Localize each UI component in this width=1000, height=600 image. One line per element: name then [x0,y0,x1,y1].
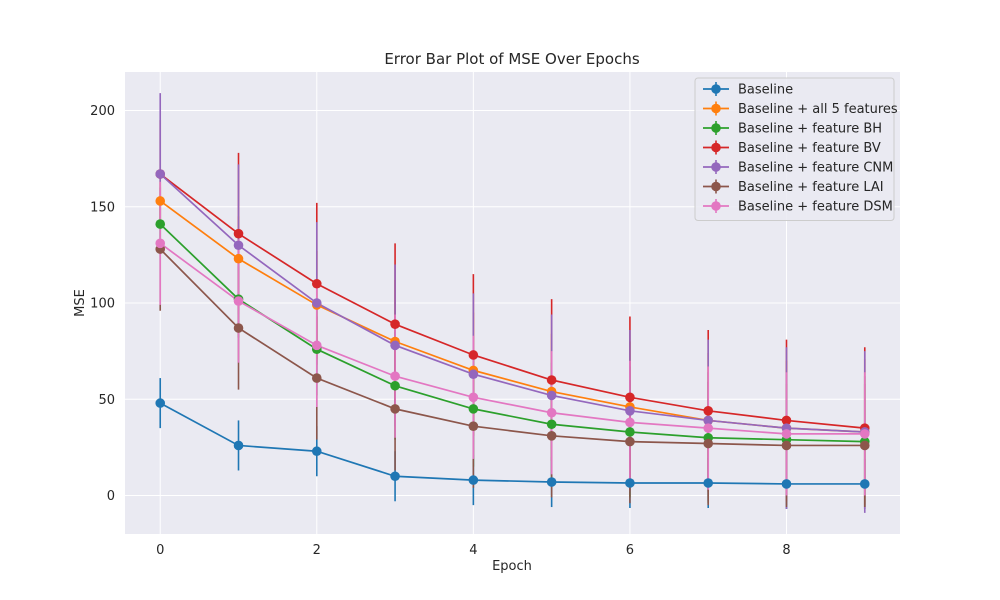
legend-entry: Baseline + feature CNM [738,161,893,176]
data-point [233,440,244,451]
y-tick-label: 0 [107,489,115,504]
data-point [390,380,400,391]
data-point [155,196,166,206]
data-point [625,427,635,437]
y-tick-label: 100 [90,297,115,312]
legend-marker [711,162,721,172]
data-point [311,373,322,383]
series-line [159,242,865,435]
data-point [233,323,244,333]
data-point [311,446,322,457]
data-point [546,407,557,418]
data-point [311,278,322,289]
data-point [468,421,479,432]
data-point [781,415,792,426]
data-point [781,440,792,451]
legend-marker [711,181,721,192]
legend-marker [711,201,721,211]
data-point [468,350,479,360]
series-lines [159,173,865,485]
legend-entry: Baseline + feature BV [738,141,881,156]
legend-entry: Baseline + feature BH [738,122,882,137]
data-point [625,406,635,416]
legend-marker [711,142,721,153]
x-tick-label: 2 [313,543,321,558]
legend-entry: Baseline + feature DSM [738,200,893,215]
chart-title: Error Bar Plot of MSE Over Epochs [384,50,640,68]
data-point [311,298,322,308]
data-point [625,417,635,428]
legend-entry: Baseline + all 5 features [738,102,898,117]
data-point [390,471,400,482]
series-line [159,173,865,433]
data-point [468,392,479,403]
data-point [703,478,714,488]
legend: Baseline Baseline + all 5 features Baselin… [694,77,898,221]
data-point [625,478,635,488]
legend-marker [711,123,721,133]
data-point [155,169,166,179]
series-line [159,402,865,485]
x-axis-label: Epoch [492,559,532,574]
data-point [546,390,557,401]
data-point [703,415,714,426]
data-point [311,340,322,351]
x-axis-ticks: 0 2 4 6 8 [156,543,791,558]
data-point [859,479,870,489]
data-point [155,219,166,229]
data-point [155,238,166,249]
legend-marker [711,84,721,94]
data-point [703,423,714,433]
data-point [781,429,792,439]
x-tick-label: 4 [469,543,477,558]
legend-entry: Baseline + feature LAI [738,180,884,195]
x-tick-label: 6 [626,543,634,558]
data-point [390,319,400,329]
series-line [159,173,865,429]
data-point [625,436,635,447]
series-markers [155,169,870,489]
data-point [859,440,870,451]
data-point [390,340,400,351]
data-point [468,475,479,485]
data-point [625,392,635,403]
data-point [233,253,244,264]
data-point [703,438,714,449]
y-axis-ticks: 0 50 100 150 200 [90,104,115,504]
legend-entry: Baseline [738,83,793,98]
data-point [468,369,479,380]
series-line [159,248,865,447]
data-point [155,398,166,408]
x-tick-label: 0 [156,543,164,558]
data-point [703,406,714,416]
data-point [781,479,792,489]
data-point [468,404,479,414]
data-point [546,375,557,385]
data-point [859,429,870,439]
y-tick-label: 200 [90,104,115,119]
data-point [233,296,244,306]
legend-marker [711,103,721,114]
y-axis-label: MSE [73,289,88,317]
x-tick-label: 8 [782,543,790,558]
y-tick-label: 150 [90,200,115,215]
data-point [546,431,557,441]
legend-box [694,77,895,221]
data-point [546,419,557,430]
data-point [233,228,244,239]
data-point [233,240,244,251]
data-point [546,477,557,487]
y-tick-label: 50 [98,393,115,408]
data-point [390,404,400,414]
data-point [390,371,400,381]
